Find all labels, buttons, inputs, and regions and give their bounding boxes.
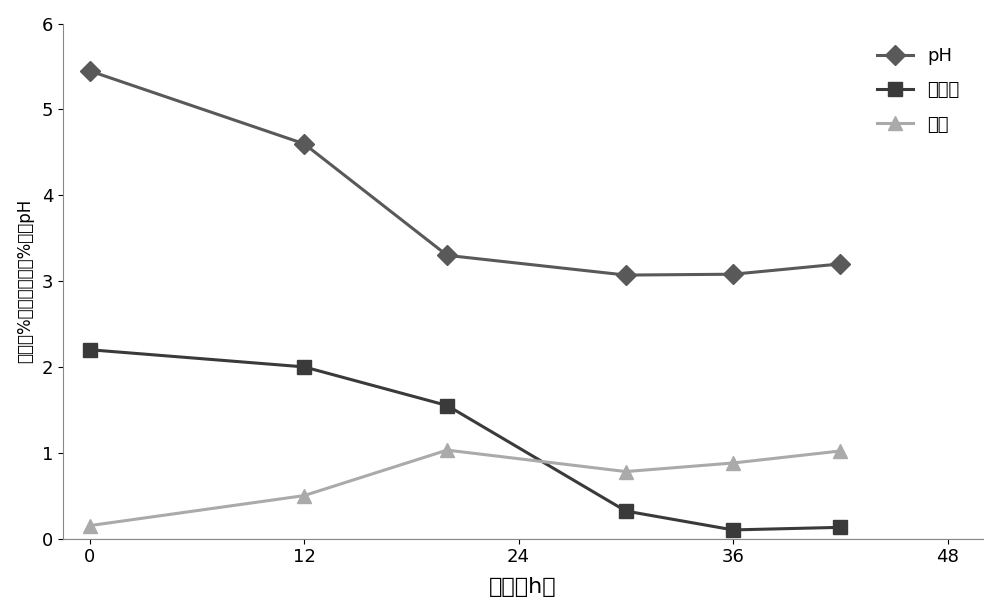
干重 <box>834 447 846 454</box>
干重 <box>441 446 453 454</box>
还原糖 <box>298 363 310 371</box>
干重 <box>84 522 96 529</box>
干重 <box>298 492 310 499</box>
Line: pH: pH <box>83 64 847 282</box>
pH <box>834 260 846 268</box>
还原糖 <box>84 346 96 354</box>
Legend: pH, 还原糖, 干重: pH, 还原糖, 干重 <box>863 33 974 148</box>
Line: 还原糖: 还原糖 <box>83 343 847 537</box>
还原糖 <box>834 524 846 531</box>
pH <box>298 140 310 147</box>
Line: 干重: 干重 <box>83 443 847 532</box>
干重 <box>620 468 632 475</box>
pH <box>727 271 739 278</box>
还原糖 <box>441 402 453 409</box>
还原糖 <box>620 507 632 515</box>
X-axis label: 时间（h）: 时间（h） <box>489 577 557 597</box>
还原糖 <box>727 526 739 534</box>
pH <box>620 271 632 279</box>
干重 <box>727 459 739 467</box>
Y-axis label: 干重（%），还原糖（%），pH: 干重（%），还原糖（%），pH <box>17 199 35 363</box>
pH <box>84 67 96 74</box>
pH <box>441 252 453 259</box>
